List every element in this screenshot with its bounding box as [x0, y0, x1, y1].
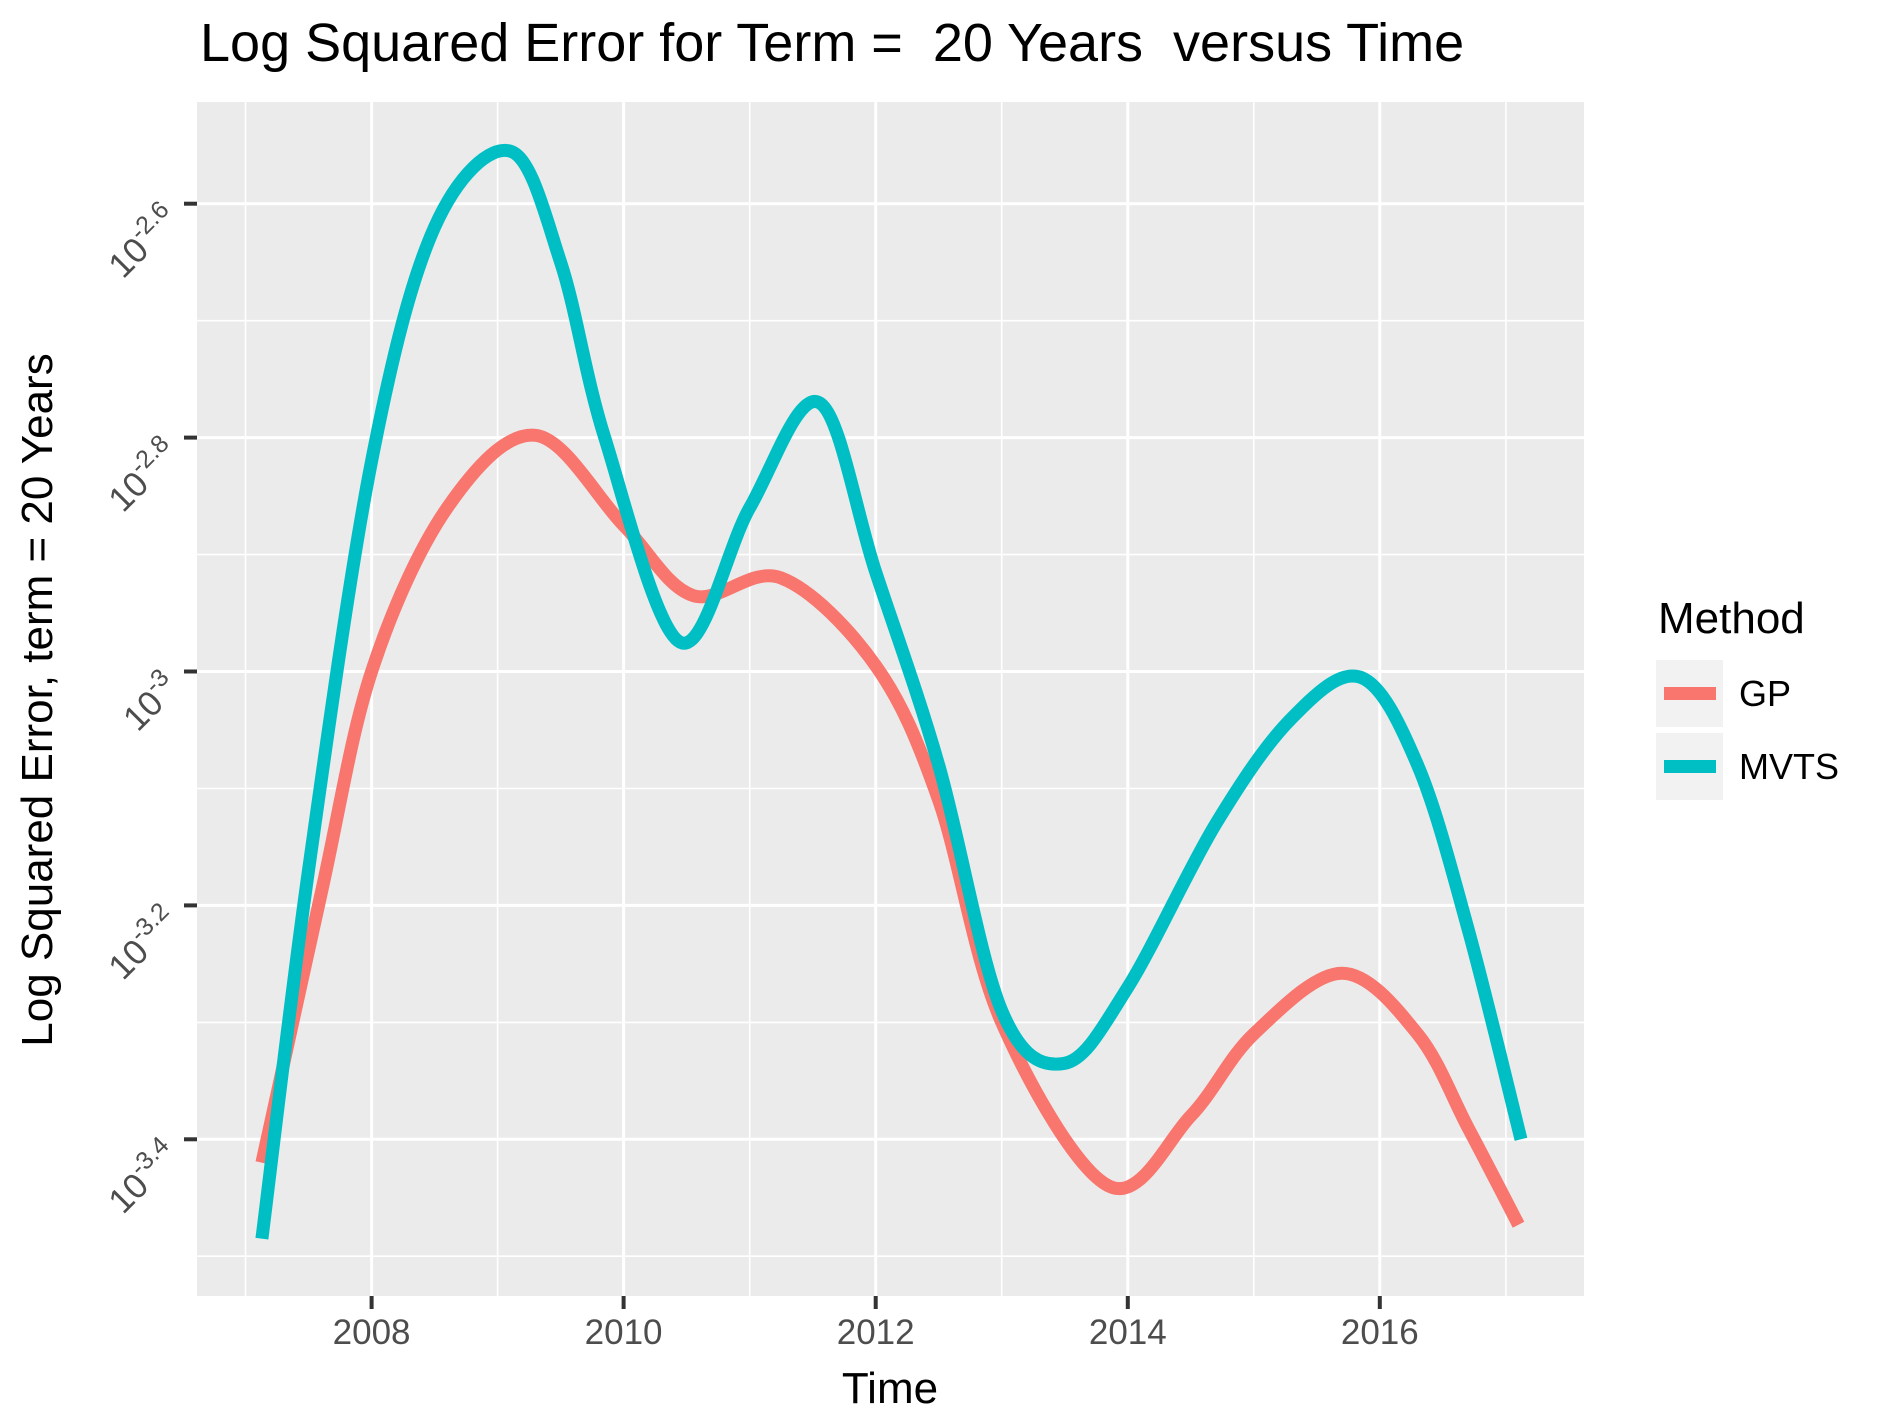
legend-entry-label: MVTS	[1739, 745, 1840, 787]
legend-entry-gp: GP	[1656, 660, 1839, 727]
legend-entries: GP MVTS	[1656, 660, 1839, 800]
legend-title: Method	[1658, 594, 1805, 643]
y-tick-label: 10-3.4	[97, 1131, 187, 1221]
x-tick-label: 2008	[333, 1313, 411, 1352]
y-tick-label: 10-3	[112, 663, 187, 738]
x-axis-title: Time	[841, 1364, 939, 1413]
plot-title: Log Squared Error for Term = 20 Years ve…	[200, 13, 1465, 73]
legend-key-line-icon	[1663, 760, 1716, 773]
x-tick-label: 2010	[585, 1313, 663, 1352]
y-tick-label: 10-2.8	[97, 429, 187, 519]
legend-key	[1656, 660, 1723, 727]
series-line-gp	[255, 428, 1525, 1228]
series-line-mvts	[255, 143, 1528, 1240]
y-tick-label: 10-2.6	[97, 196, 187, 286]
x-tick-label: 2016	[1341, 1313, 1419, 1352]
legend-key-line-icon	[1663, 687, 1716, 700]
y-tick-label: 10-3.2	[97, 897, 187, 987]
x-tick-label: 2014	[1089, 1313, 1167, 1352]
legend: Method GP MVTS	[1656, 594, 1839, 806]
legend-key	[1656, 733, 1723, 800]
legend-entry-label: GP	[1739, 672, 1792, 714]
x-tick-label: 2012	[837, 1313, 915, 1352]
legend-entry-mvts: MVTS	[1656, 733, 1839, 800]
